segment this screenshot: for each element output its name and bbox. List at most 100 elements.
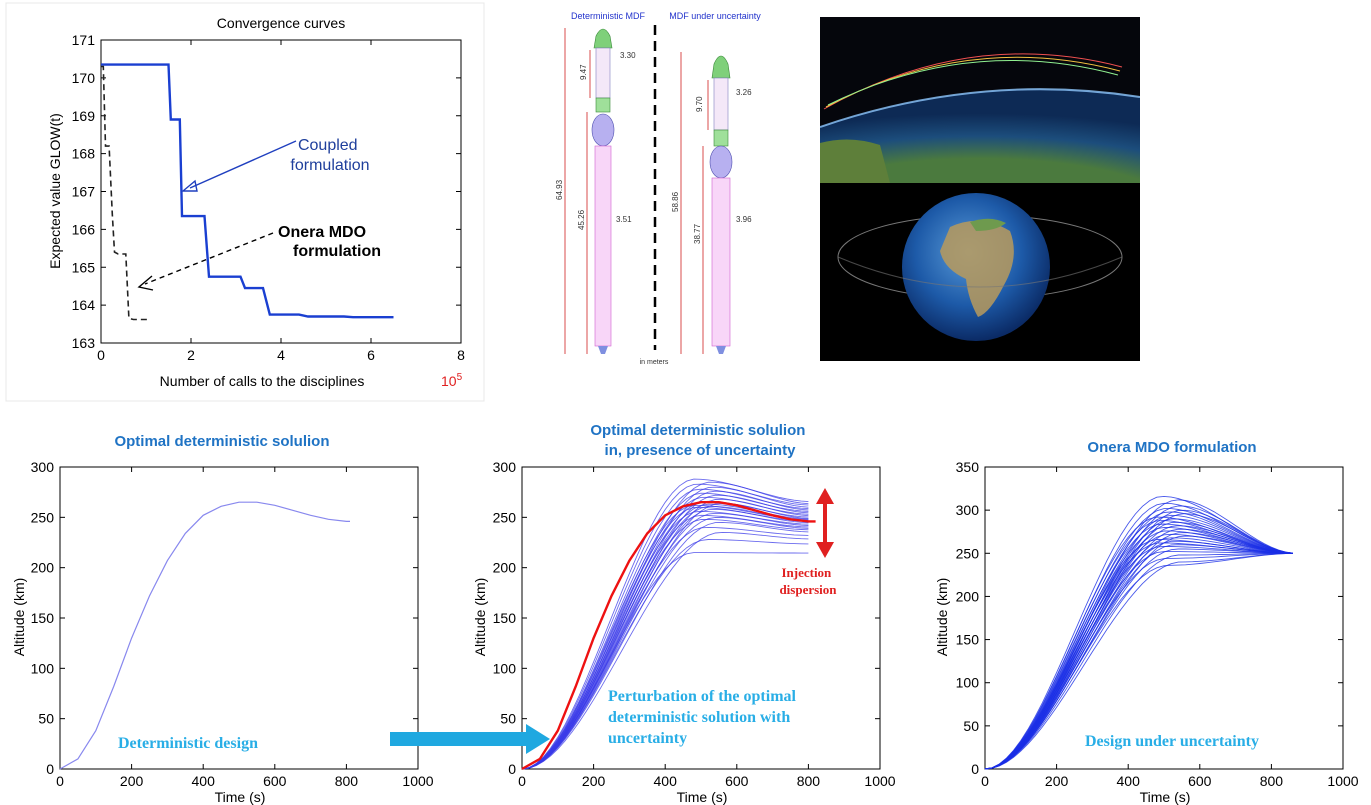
onera-trajectory <box>984 495 1293 770</box>
convergence-series-onera <box>101 65 151 321</box>
onera-ytick-label: 0 <box>971 761 979 777</box>
onera-xtick-label: 400 <box>1117 773 1141 789</box>
uncertainty-chart: Optimal deterministic solulion in, prese… <box>472 422 896 805</box>
deterministic-ytick-label: 0 <box>46 761 54 777</box>
uncertainty-nominal-trajectory <box>521 501 816 771</box>
dispersion-arrow-head-down <box>816 542 834 558</box>
onera-arrow <box>144 232 274 285</box>
onera-ytick-label: 250 <box>956 545 980 561</box>
deterministic-ytick-label: 50 <box>38 711 54 727</box>
convergence-ytick-label: 170 <box>72 70 96 86</box>
uncertainty-dispersed-trajectory <box>521 483 809 770</box>
uncertainty-ytick-label: 100 <box>493 660 517 676</box>
uncertainty-xtick-label: 600 <box>725 773 749 789</box>
deterministic-xtick-label: 800 <box>335 773 359 789</box>
onera-trajectory <box>984 499 1293 770</box>
deterministic-xtick-label: 200 <box>120 773 144 789</box>
uncertainty-dispersed-trajectory <box>521 521 809 770</box>
uncertainty-dispersed-trajectory <box>521 486 809 770</box>
convergence-chart: Convergence curves 0 2 4 6 8 163 164 165 166 167 1… <box>5 2 485 402</box>
uncertainty-dispersed-trajectory <box>521 478 809 770</box>
deterministic-ytick-label: 200 <box>31 560 55 576</box>
convergence-xtick-label: 2 <box>187 347 195 363</box>
dispersion-arrow-head-up <box>816 488 834 504</box>
uncertainty-ylabel: Altitude (km) <box>472 578 488 657</box>
uncertainty-xtick-label: 1000 <box>864 773 895 789</box>
onera-xtick-label: 1000 <box>1327 773 1358 789</box>
convergence-ytick-label: 167 <box>72 184 96 200</box>
convergence-xtick-label: 8 <box>457 347 465 363</box>
rocket-right-label: MDF under uncertainty <box>669 11 761 21</box>
convergence-ytick-label: 169 <box>72 108 96 124</box>
uncertainty-xtick-label: 400 <box>654 773 678 789</box>
rocket-left-dim-1: 3.30 <box>620 51 636 60</box>
coupled-arrow <box>189 140 297 189</box>
uncertainty-xtick-label: 0 <box>518 773 526 789</box>
deterministic-chart: Optimal deterministic solulion 0 200 400 60… <box>11 433 434 805</box>
uncertainty-ytick-label: 0 <box>508 761 516 777</box>
rocket-left-dim-5: 3.51 <box>616 215 632 224</box>
coupled-annotation: Coupled formulation <box>290 137 369 174</box>
onera-xlabel: Time (s) <box>1140 789 1191 805</box>
convergence-series-coupled <box>101 63 394 319</box>
rocket-right-dim-3: 58.86 <box>671 191 680 212</box>
rocket-right: 3.26 9.70 58.86 38.77 3.96 <box>671 52 752 354</box>
rocket-right-dim-2: 9.70 <box>695 96 704 112</box>
rocket-right-dim-1: 3.26 <box>736 88 752 97</box>
convergence-title: Convergence curves <box>217 15 345 31</box>
convergence-xtick-label: 4 <box>277 347 285 363</box>
deterministic-ytick-label: 250 <box>31 509 55 525</box>
convergence-xtick-label: 0 <box>97 347 105 363</box>
onera-ytick-label: 300 <box>956 502 980 518</box>
onera-ytick-label: 350 <box>956 459 980 475</box>
uncertainty-xlabel: Time (s) <box>677 789 728 805</box>
convergence-xlabel: Number of calls to the disciplines <box>160 373 365 389</box>
onera-title: Onera MDO formulation <box>1087 439 1256 456</box>
deterministic-xtick-label: 1000 <box>402 773 433 789</box>
onera-trajectory <box>984 552 1293 770</box>
convergence-ylabel: Expected value GLOW(t) <box>47 113 63 269</box>
onera-ylabel: Altitude (km) <box>934 578 950 657</box>
onera-xtick-label: 800 <box>1260 773 1284 789</box>
onera-ytick-label: 200 <box>956 588 980 604</box>
rocket-drawing: Deterministic MDF MDF under uncertainty … <box>555 11 761 366</box>
flow-arrow <box>390 724 550 754</box>
onera-xtick-label: 200 <box>1045 773 1069 789</box>
deterministic-title: Optimal deterministic solulion <box>114 433 329 450</box>
uncertainty-ytick-label: 250 <box>493 509 517 525</box>
deterministic-ylabel: Altitude (km) <box>11 578 27 657</box>
uncertainty-ytick-label: 150 <box>493 610 517 626</box>
onera-ytick-label: 150 <box>956 632 980 648</box>
onera-arrow-head <box>137 275 154 291</box>
uncertainty-ytick-label: 50 <box>500 711 516 727</box>
onera-ytick-label: 100 <box>956 675 980 691</box>
convergence-plot-area <box>100 39 462 344</box>
uncertainty-dispersed-trajectory <box>521 531 809 770</box>
onera-annotation: Onera MDO formulation <box>278 224 381 260</box>
rocket-left-dim-2: 9.47 <box>579 64 588 80</box>
uncertainty-dispersed-trajectory <box>521 492 809 770</box>
onera-ytick-label: 50 <box>963 718 979 734</box>
convergence-ytick-label: 166 <box>72 221 96 237</box>
deterministic-annotation: Deterministic design <box>118 735 258 752</box>
rocket-units-label: in meters <box>640 359 669 366</box>
uncertainty-xtick-label: 800 <box>797 773 821 789</box>
onera-trajectory <box>984 502 1293 770</box>
deterministic-ytick-label: 300 <box>31 459 55 475</box>
rocket-left-label: Deterministic MDF <box>571 11 646 21</box>
onera-trajectory <box>984 505 1293 770</box>
uncertainty-annotation: Perturbation of the optimal deterministi… <box>608 688 800 747</box>
deterministic-ytick-label: 100 <box>31 660 55 676</box>
convergence-ytick-label: 171 <box>72 32 96 48</box>
uncertainty-ytick-label: 200 <box>493 560 517 576</box>
uncertainty-xtick-label: 200 <box>582 773 606 789</box>
uncertainty-title: Optimal deterministic solulion in, prese… <box>590 422 809 459</box>
convergence-xtick-label: 6 <box>367 347 375 363</box>
uncertainty-ytick-label: 300 <box>493 459 517 475</box>
rocket-left-dim-3: 64.93 <box>555 179 564 200</box>
onera-xtick-label: 0 <box>981 773 989 789</box>
deterministic-xtick-label: 400 <box>192 773 216 789</box>
deterministic-trajectory <box>59 501 350 770</box>
onera-trajectory <box>984 508 1293 770</box>
convergence-ytick-label: 165 <box>72 259 96 275</box>
